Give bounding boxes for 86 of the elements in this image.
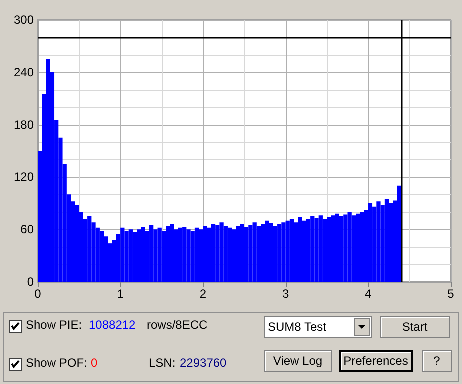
bar [166, 226, 170, 282]
x-tick-label: 4 [365, 287, 372, 301]
text: Preferences [344, 354, 408, 368]
bar [244, 226, 249, 282]
x-tick-label: 2 [200, 287, 207, 301]
text: Show PIE: [26, 318, 82, 332]
x-tick-label: 5 [448, 287, 455, 301]
bar [224, 226, 228, 282]
bar [182, 226, 187, 282]
bar [194, 228, 200, 282]
y-tick-label: 120 [14, 170, 34, 184]
text: ? [434, 354, 440, 368]
bar [199, 230, 204, 282]
text: rows/8ECC [147, 318, 208, 332]
bar [100, 231, 104, 282]
y-tick-label: 300 [14, 13, 34, 27]
bar [310, 216, 315, 282]
bar [384, 199, 390, 282]
y-tick-label: 0 [27, 275, 34, 289]
bar [46, 59, 50, 282]
bar [339, 216, 344, 282]
bar [186, 230, 191, 282]
text: 1088212 [89, 318, 136, 332]
bar [211, 224, 216, 282]
bar [306, 219, 311, 282]
bar [124, 231, 129, 282]
bar [282, 222, 286, 282]
bar [318, 216, 323, 282]
bar [322, 219, 328, 282]
bar [203, 226, 208, 282]
bar [190, 231, 195, 282]
bar [128, 230, 133, 282]
bar [170, 224, 174, 282]
x-tick-label: 3 [282, 287, 290, 301]
bar [298, 217, 302, 282]
bar [207, 228, 212, 282]
bar [236, 226, 240, 282]
bar [290, 219, 294, 282]
bar [327, 217, 332, 282]
bar [286, 220, 290, 282]
bar [352, 216, 356, 282]
bar [75, 205, 80, 282]
bar [261, 224, 266, 282]
text: Start [402, 320, 428, 334]
text: 2293760 [180, 356, 227, 370]
bar [368, 203, 373, 282]
text: LSN: [149, 356, 176, 370]
bar [335, 214, 340, 282]
bar [158, 228, 162, 282]
bar [348, 212, 352, 282]
bar [360, 212, 364, 282]
bar [269, 223, 274, 282]
bar [248, 225, 253, 282]
text: 0 [91, 356, 98, 370]
bar [150, 225, 154, 282]
bar [389, 203, 394, 282]
bar [232, 230, 236, 282]
bar [397, 186, 402, 282]
bar [252, 222, 257, 282]
bar [88, 216, 92, 282]
bar [344, 214, 348, 282]
bar [331, 216, 336, 282]
bar [132, 232, 138, 282]
y-tick-label: 240 [14, 65, 34, 80]
text: SUM8 Test [268, 320, 326, 334]
text: Show POF: [26, 356, 88, 370]
bar [265, 220, 270, 282]
bar [376, 202, 381, 282]
bar [216, 225, 220, 282]
y-tick-label: 180 [14, 118, 34, 132]
bar [314, 218, 319, 282]
bar [256, 226, 262, 282]
bar [278, 224, 282, 282]
bar [137, 230, 142, 282]
x-tick-label: 1 [117, 287, 124, 301]
bar [220, 222, 224, 282]
bar [141, 226, 146, 282]
bar [120, 228, 125, 282]
bar [240, 224, 244, 282]
y-tick-label: 60 [20, 222, 34, 237]
bar [356, 214, 360, 282]
bar [228, 228, 232, 282]
bar [273, 226, 278, 282]
bar [178, 228, 183, 282]
bar [302, 220, 306, 282]
text: View Log [273, 354, 323, 368]
